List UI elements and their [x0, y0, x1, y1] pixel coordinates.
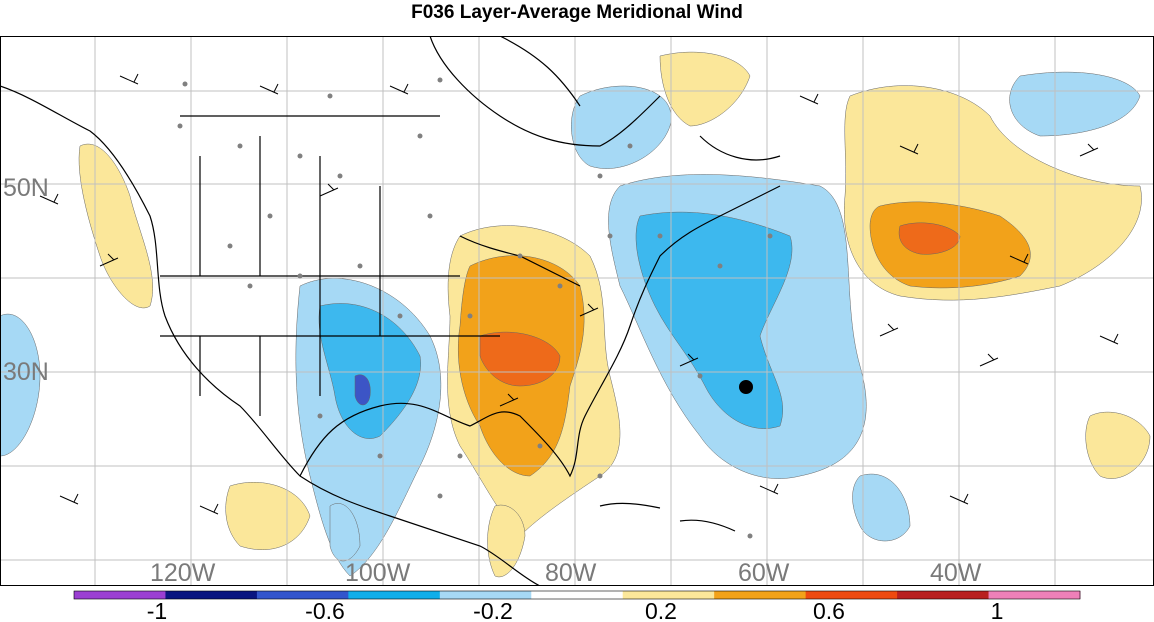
neg-region-greenland-east [1009, 71, 1141, 137]
pos-region-central-america [487, 504, 526, 578]
colorbar: -1 -0.6 -0.2 0.2 0.6 1 [73, 590, 1081, 622]
colorbar-segment [805, 591, 898, 599]
colorbar-segment [165, 591, 258, 599]
neg-region-gulf-darkest [354, 374, 371, 406]
pos-region-hudson [659, 51, 751, 127]
colorbar-segment [988, 591, 1081, 599]
map-title: F036 Layer-Average Meridional Wind [411, 2, 743, 23]
colorbar-segment [348, 591, 441, 599]
lon-label-100w: 100W [345, 559, 411, 586]
colorbar-label-02: 0.2 [645, 598, 677, 622]
colorbar-segment [74, 591, 166, 599]
lon-label-40w: 40W [930, 559, 982, 586]
pos-region-north-atlantic-core [898, 222, 961, 255]
neg-region-north [571, 85, 672, 169]
colorbar-frame [73, 590, 1081, 600]
wind-map: 50N 30N 120W 100W 80W 60W 40W [0, 36, 1154, 586]
neg-region-east-atlantic-core [635, 211, 793, 429]
colorbar-segment [256, 591, 349, 599]
graticule [0, 36, 1154, 586]
colorbar-segment [439, 591, 532, 599]
pos-region-east-tropical [1085, 411, 1151, 479]
pos-region-southwest [225, 482, 311, 550]
lon-label-60w: 60W [738, 559, 790, 586]
colorbar-label-neg06: -0.6 [305, 598, 345, 622]
lon-label-80w: 80W [545, 559, 597, 586]
lat-label-30n: 30N [3, 358, 49, 386]
neg-region-pacific-south [329, 503, 361, 562]
colorbar-segment [531, 591, 624, 599]
colorbar-segments [74, 591, 1081, 599]
lon-label-120w: 120W [150, 559, 216, 586]
colorbar-label-neg02: -0.2 [473, 598, 513, 622]
neg-region-south-atlantic [852, 473, 911, 542]
colorbar-label-neg1: -1 [147, 598, 167, 622]
contour-fills [0, 51, 1151, 578]
colorbar-segment [714, 591, 807, 599]
observation-dots [177, 77, 773, 539]
pos-region-mississippi-core [479, 331, 561, 387]
neg-region-west-pacific [0, 313, 41, 457]
colorbar-segment [897, 591, 990, 599]
lat-label-50n: 50N [3, 174, 49, 202]
colorbar-segment [622, 591, 715, 599]
wind-barbs [39, 73, 1119, 515]
pos-region-west [78, 143, 153, 309]
colorbar-label-1: 1 [991, 598, 1004, 622]
storm-center-marker [739, 380, 753, 394]
colorbar-label-06: 0.6 [813, 598, 845, 622]
